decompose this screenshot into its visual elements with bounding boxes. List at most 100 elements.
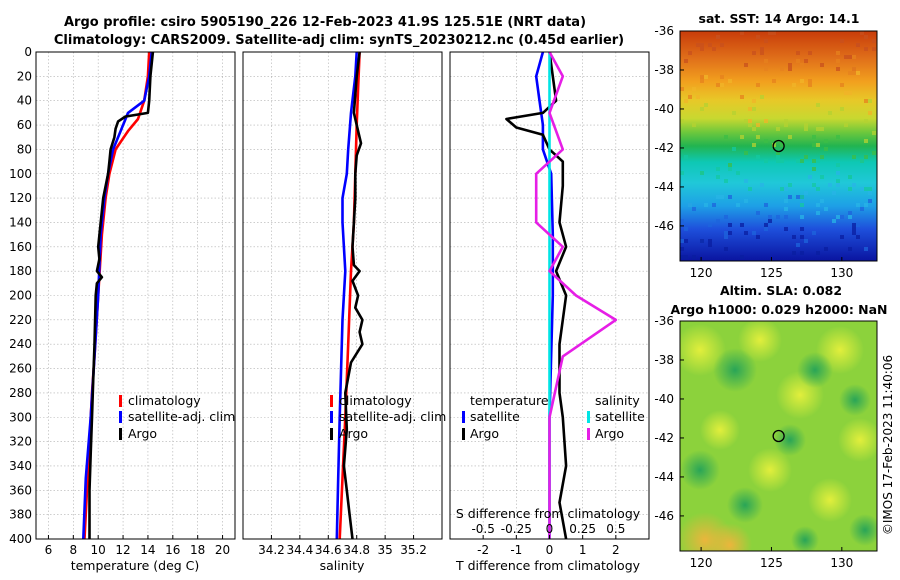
sst-pixel bbox=[684, 255, 688, 259]
sst-pixel bbox=[752, 143, 756, 147]
sst-pixel bbox=[700, 47, 704, 51]
sst-pixel bbox=[700, 75, 704, 79]
y-tick-label: 200 bbox=[9, 289, 32, 303]
sst-pixel bbox=[808, 79, 812, 83]
sst-pixel bbox=[804, 239, 808, 243]
sst-pixel bbox=[860, 31, 864, 35]
sst-pixel bbox=[800, 215, 804, 219]
sst-pixel bbox=[700, 43, 704, 47]
sst-pixel bbox=[792, 251, 796, 255]
sst-pixel bbox=[680, 171, 684, 175]
sst-pixel bbox=[840, 215, 844, 219]
sst-pixel bbox=[764, 139, 768, 143]
sla-blob bbox=[738, 321, 782, 362]
sst-pixel bbox=[812, 143, 816, 147]
y-tick-label: 400 bbox=[9, 532, 32, 546]
sst-pixel bbox=[856, 43, 860, 47]
sst-pixel bbox=[716, 83, 720, 87]
sst-pixel bbox=[700, 239, 704, 243]
sst-pixel bbox=[852, 223, 856, 227]
sst-pixel bbox=[756, 235, 760, 239]
sst-pixel bbox=[852, 155, 856, 159]
sst-pixel bbox=[680, 255, 684, 259]
sst-pixel bbox=[784, 119, 788, 123]
x-tick-label: 34.6 bbox=[315, 543, 342, 557]
sst-pixel bbox=[732, 147, 736, 151]
sst-pixel bbox=[760, 183, 764, 187]
sst-pixel bbox=[780, 143, 784, 147]
sst-pixel bbox=[872, 47, 876, 51]
sst-map-frame bbox=[679, 30, 878, 262]
sst-pixel bbox=[740, 95, 744, 99]
sst-pixel bbox=[752, 51, 756, 55]
sst-pixel bbox=[852, 227, 856, 231]
sst-pixel bbox=[836, 183, 840, 187]
legend-satellite-label: satellite-adj. clim bbox=[339, 409, 446, 424]
sst-pixel bbox=[848, 55, 852, 59]
sst-pixel bbox=[756, 211, 760, 215]
sst-pixel bbox=[756, 123, 760, 127]
sst-pixel bbox=[844, 91, 848, 95]
x-tick-label: 0 bbox=[546, 543, 554, 557]
sst-pixel bbox=[740, 31, 744, 35]
sst-pixel bbox=[804, 191, 808, 195]
map-x-tick-label: 120 bbox=[690, 556, 713, 570]
sst-pixel bbox=[784, 187, 788, 191]
sst-pixel bbox=[852, 231, 856, 235]
sst-pixel bbox=[788, 67, 792, 71]
sla-map-ticks: -36 -38 -40 -42 -44 -46 120 125 130 bbox=[654, 314, 853, 570]
sst-pixel bbox=[716, 219, 720, 223]
sst-pixel bbox=[864, 187, 868, 191]
sst-pixel bbox=[752, 127, 756, 131]
series-line-satellite-adj-clim bbox=[335, 52, 358, 539]
sst-pixel bbox=[856, 71, 860, 75]
sst-pixel bbox=[716, 167, 720, 171]
sst-pixel bbox=[824, 139, 828, 143]
x-tick-label: 1 bbox=[579, 543, 587, 557]
sst-pixel bbox=[816, 159, 820, 163]
sst-pixel bbox=[688, 91, 692, 95]
sst-pixel bbox=[776, 127, 780, 131]
sst-pixel bbox=[808, 83, 812, 87]
sst-pixel bbox=[872, 151, 876, 155]
sst-pixel bbox=[712, 47, 716, 51]
x-tick-label: 34.2 bbox=[258, 543, 285, 557]
sst-pixel bbox=[860, 207, 864, 211]
sst-pixel bbox=[852, 71, 856, 75]
x-tick-label: 16 bbox=[165, 543, 180, 557]
sst-pixel bbox=[848, 71, 852, 75]
sst-pixel bbox=[840, 107, 844, 111]
x-tick-label: 34.8 bbox=[343, 543, 370, 557]
profile-location-marker bbox=[772, 429, 785, 443]
sst-pixel bbox=[804, 59, 808, 63]
sla-blob bbox=[791, 526, 819, 551]
map-x-tick-label: 130 bbox=[830, 556, 853, 570]
sst-pixel bbox=[856, 235, 860, 239]
sst-pixel bbox=[836, 51, 840, 55]
sst-pixel bbox=[760, 47, 764, 51]
series-line-argo bbox=[88, 52, 155, 539]
sst-pixel bbox=[864, 35, 868, 39]
sst-pixel bbox=[800, 63, 804, 67]
sst-pixel bbox=[788, 183, 792, 187]
s-tick-label: -0.5 bbox=[471, 522, 494, 536]
sst-pixel bbox=[680, 119, 684, 123]
sst-pixel bbox=[708, 243, 712, 247]
sst-pixel bbox=[804, 123, 808, 127]
legend-satellite-swatch bbox=[119, 411, 122, 423]
salinity-xlabel: salinity bbox=[320, 558, 365, 573]
legend-satellite-label: satellite-adj. clim bbox=[128, 409, 235, 424]
legend-t-argo-label: Argo bbox=[470, 426, 499, 441]
sst-pixel bbox=[692, 87, 696, 91]
sst-pixel bbox=[716, 35, 720, 39]
sst-pixel bbox=[692, 255, 696, 259]
sst-pixel bbox=[812, 231, 816, 235]
sst-pixel bbox=[728, 163, 732, 167]
x-tick-label: 35.2 bbox=[400, 543, 427, 557]
sst-pixel bbox=[784, 215, 788, 219]
sst-pixel bbox=[844, 55, 848, 59]
sst-pixel bbox=[784, 207, 788, 211]
legend-climatology-label: climatology bbox=[128, 393, 201, 408]
sla-blob bbox=[713, 348, 757, 392]
sst-pixel bbox=[776, 151, 780, 155]
